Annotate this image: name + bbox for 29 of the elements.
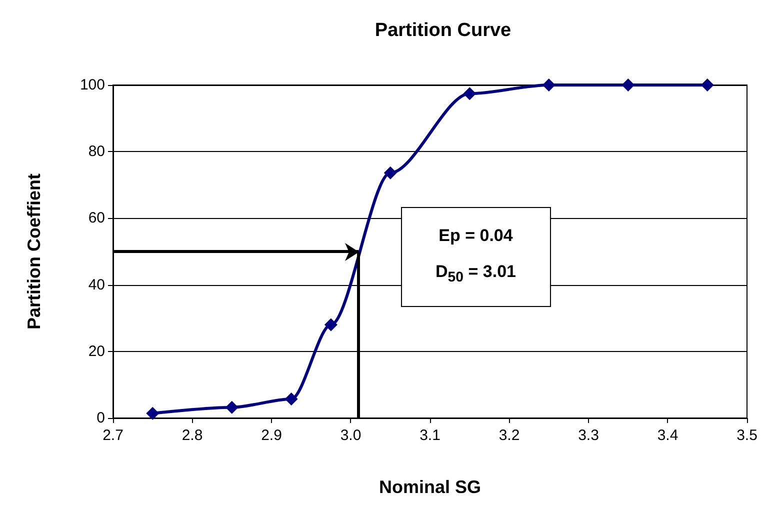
point (225, 400, 238, 414)
chart-title: Partition Curve (374, 20, 512, 41)
y-tick-label: 80 (88, 143, 105, 160)
y-tick-label: 0 (96, 410, 105, 426)
x-tick-label: 3.4 (657, 427, 678, 444)
point (463, 87, 476, 100)
x-tick-label: 3.1 (420, 427, 440, 444)
x-tick-label: 2.8 (182, 427, 203, 444)
y-axis-title: Partition Coeffient (24, 173, 44, 330)
annotation: Ep = 0.04 D$_{50}$ = 3.01 (436, 225, 516, 288)
x-tick-label: 3.0 (340, 427, 362, 444)
point (146, 406, 160, 420)
x-axis-title: Nominal SG (378, 477, 482, 497)
note-box: Ep = 0.04 D$_{50}$ = 3.01 (400, 207, 551, 307)
x-tick-label: 3.3 (578, 427, 599, 444)
x-tick-label: 3.2 (498, 427, 520, 444)
x-tick-label: 2.7 (102, 427, 124, 444)
y-tick-label: 100 (80, 76, 105, 94)
point (542, 78, 556, 92)
point (284, 392, 298, 406)
point (622, 78, 635, 92)
x-tick-label: 2.9 (261, 427, 282, 444)
y-tick-label: 40 (88, 276, 105, 294)
y-tick-label: 60 (88, 210, 105, 227)
y-tick-label: 20 (88, 342, 105, 360)
point (700, 78, 714, 92)
point (384, 166, 397, 180)
x-tick-label: 3.5 (736, 427, 758, 444)
point (324, 318, 338, 332)
